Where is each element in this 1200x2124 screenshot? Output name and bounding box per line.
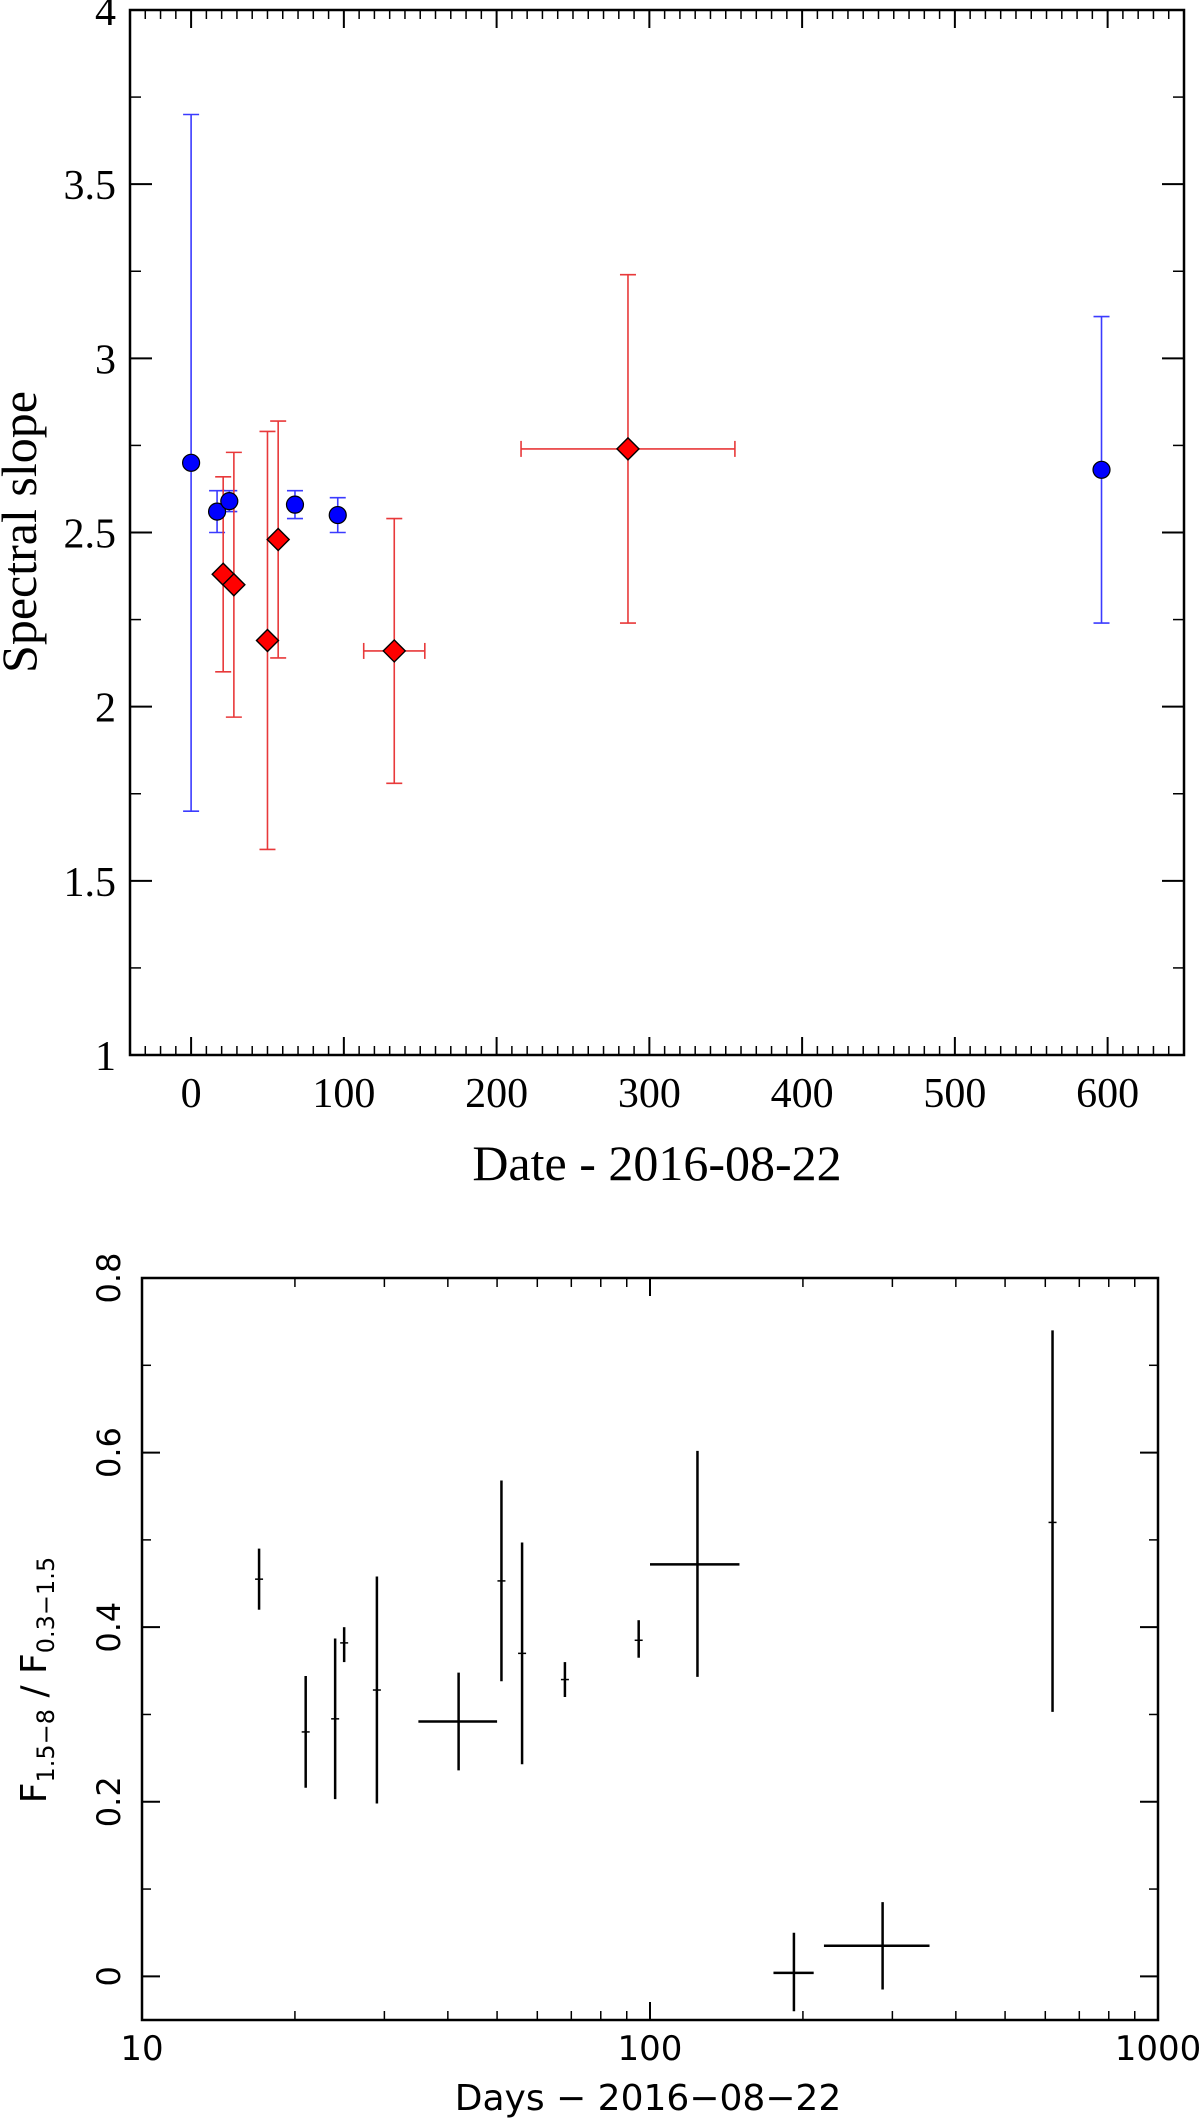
- bottom-y-tick-label: 0.2: [90, 1776, 128, 1827]
- spectral-slope-chart: 0 100 200 300 400 500 600 1 1.5 2 2.5 3 3.5 4 Date -…: [0, 0, 1186, 1191]
- top-x-tick-label: 100: [312, 1071, 375, 1117]
- flux-ratio-chart: 10 100 1000 0 0.2 0.4 0.6 0.8 Days − 2016−08−2…: [14, 1253, 1200, 2119]
- top-x-tick-label: 400: [771, 1071, 834, 1117]
- top-y-tick-label: 2: [95, 686, 116, 732]
- bottom-plot-frame: [140, 1276, 1160, 2022]
- bottom-y-tick-label: 0.4: [90, 1602, 128, 1653]
- y-label-main: F: [14, 1783, 55, 1804]
- top-plot-frame: [128, 8, 1186, 1057]
- data-point-diamond: [255, 628, 280, 653]
- y-label-sub-1: 1.5−8: [32, 1709, 60, 1783]
- top-y-tick-label: 2.5: [64, 512, 117, 558]
- data-point-diamond: [221, 572, 246, 597]
- bottom-x-ticks: 10 100 1000: [120, 1278, 1200, 2069]
- top-y-tick-label: 1: [95, 1034, 116, 1080]
- top-x-tick-label: 0: [181, 1071, 202, 1117]
- data-point-circle: [285, 495, 305, 514]
- bottom-y-tick-label: 0.8: [90, 1253, 128, 1304]
- data-point-circle: [1092, 460, 1111, 479]
- bottom-x-tick-label: 10: [120, 2029, 163, 2069]
- top-x-axis-label: Date - 2016-08-22: [472, 1135, 841, 1191]
- data-point-circle: [328, 505, 347, 525]
- bottom-x-tick-label: 100: [618, 2029, 683, 2069]
- top-y-axis-label: Spectral slope: [0, 391, 47, 673]
- top-y-tick-label: 3: [95, 337, 116, 383]
- bottom-plot-area: [255, 1330, 1057, 2012]
- data-point-diamond: [382, 638, 407, 663]
- data-point-diamond: [266, 527, 291, 552]
- top-plot-area: [182, 113, 1111, 851]
- top-y-tick-label: 4: [95, 0, 116, 35]
- data-point-diamond: [615, 436, 640, 461]
- top-y-tick-label: 1.5: [64, 860, 117, 906]
- bottom-y-ticks: 0 0.2 0.4 0.6 0.8: [90, 1253, 1158, 1987]
- top-y-ticks: 1 1.5 2 2.5 3 3.5 4: [64, 0, 1184, 1080]
- y-label-separator: / F: [14, 1653, 55, 1709]
- top-x-tick-label: 200: [465, 1071, 528, 1117]
- top-y-tick-label: 3.5: [64, 163, 117, 209]
- top-x-tick-label: 500: [923, 1071, 986, 1117]
- bottom-x-tick-label: 1000: [1115, 2029, 1200, 2069]
- data-point-circle: [182, 453, 201, 472]
- data-point-circle: [207, 502, 227, 521]
- bottom-y-tick-label: 0.6: [90, 1427, 128, 1478]
- top-x-ticks: 0 100 200 300 400 500 600: [144, 10, 1170, 1117]
- top-x-tick-label: 600: [1076, 1071, 1139, 1117]
- bottom-y-axis-label: F1.5−8 / F0.3−1.5: [14, 1557, 60, 1803]
- data-point-circle: [220, 492, 239, 511]
- y-label-sub-2: 0.3−1.5: [32, 1557, 60, 1653]
- bottom-y-tick-label: 0: [90, 1966, 128, 1986]
- top-x-tick-label: 300: [618, 1071, 681, 1117]
- bottom-x-axis-label: Days − 2016−08−22: [455, 2078, 841, 2119]
